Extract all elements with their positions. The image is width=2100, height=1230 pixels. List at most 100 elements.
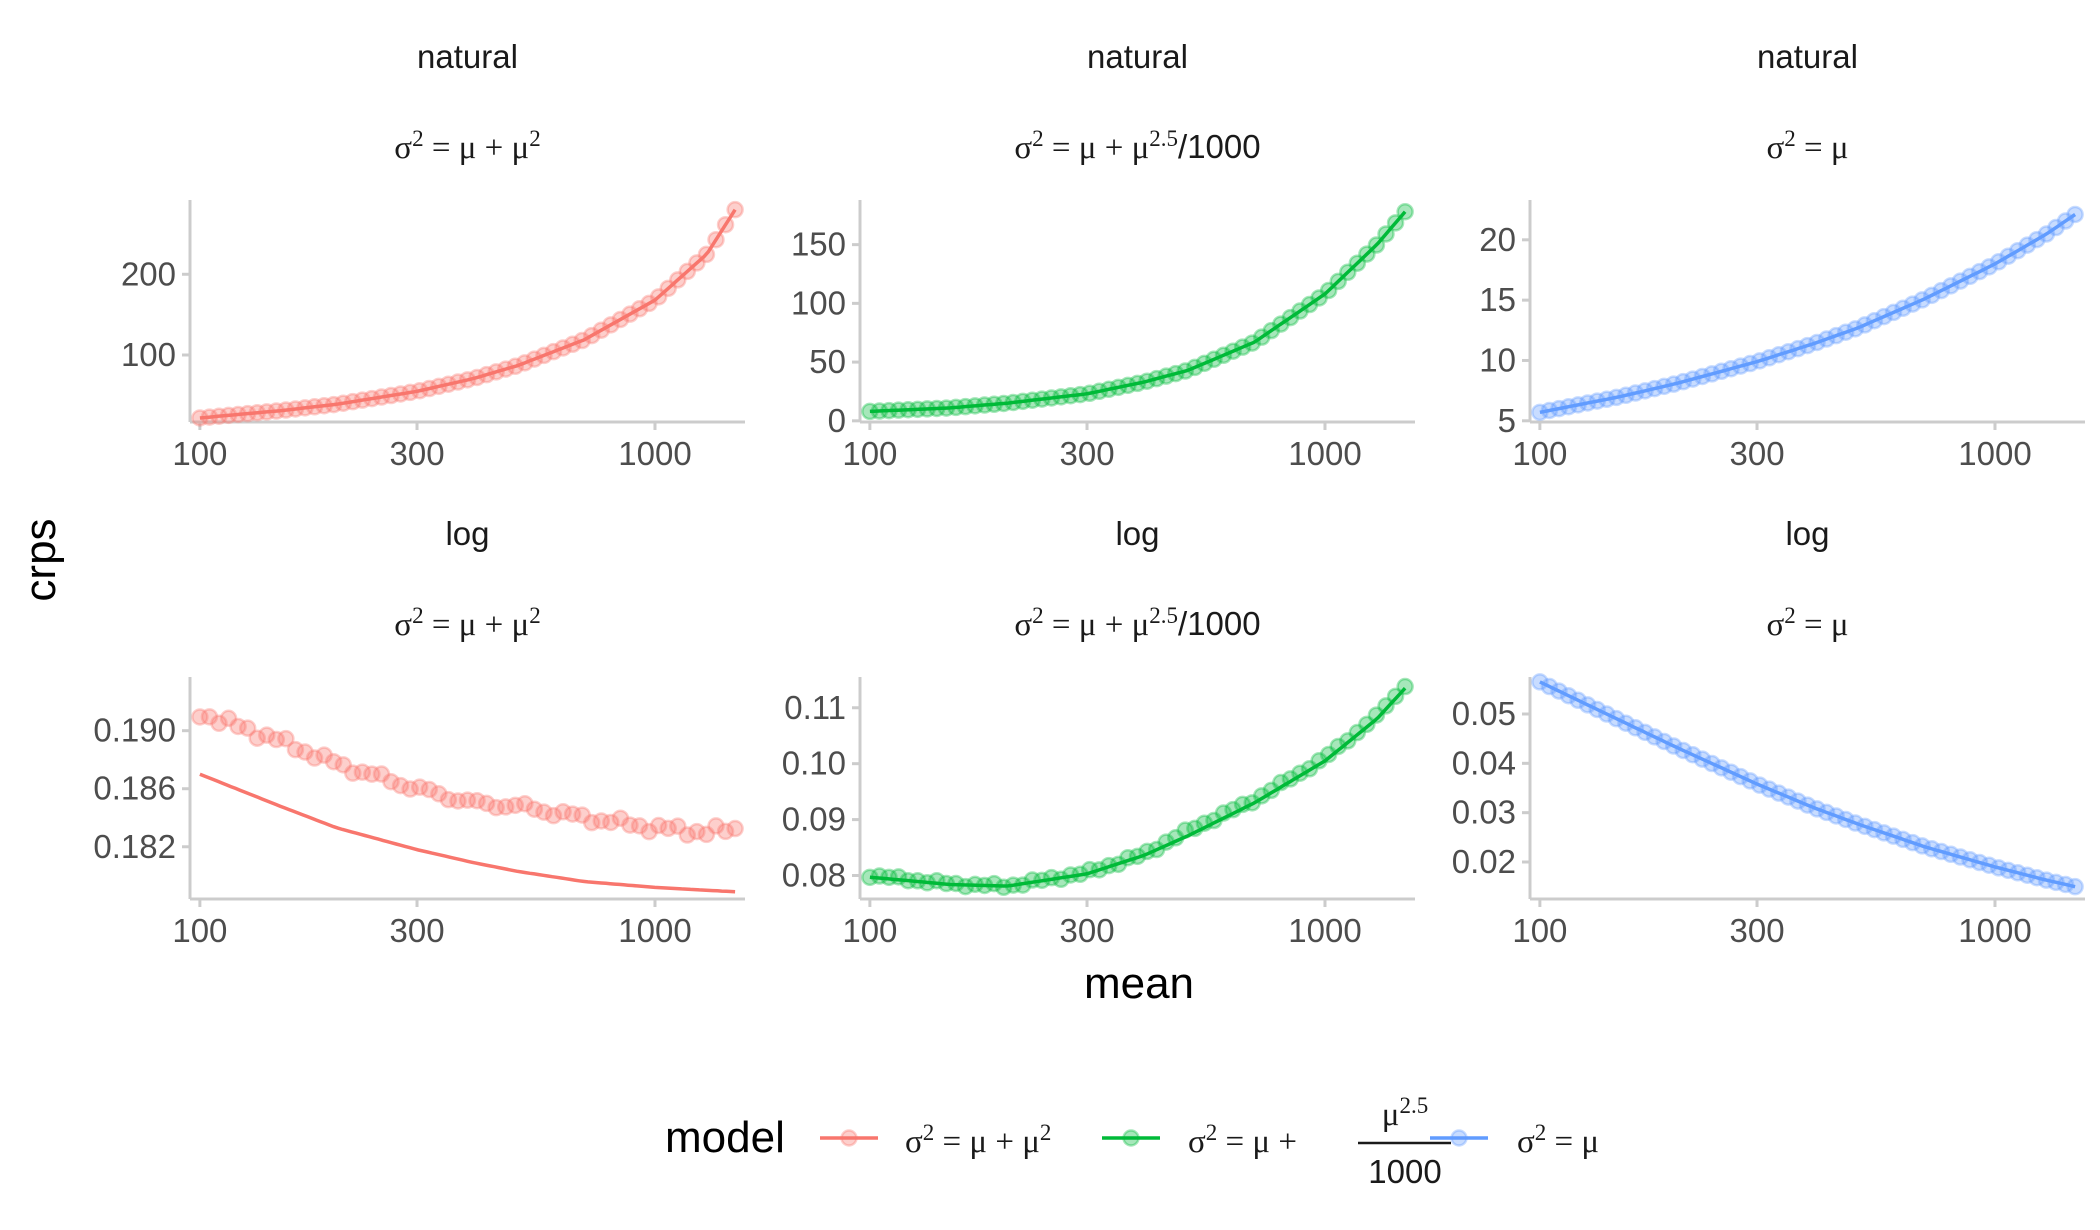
point-log-nb2-28 <box>458 791 477 809</box>
x-tick-label-log-nb2-1: 300 <box>389 912 444 949</box>
y-axis-title: crps <box>16 518 65 601</box>
point-log-nb2-17 <box>353 763 372 781</box>
point-log-nb2-8 <box>267 730 286 749</box>
point-log-nb2-38 <box>554 803 572 821</box>
panel-log-pois: log σ2​ = μ 100 300 1000 0.02 0.03 0.04 0.05 <box>1452 515 2085 949</box>
x-tick-label-log-nb25-1: 300 <box>1059 912 1114 949</box>
legend-entry-nb2: σ2​ = μ + μ2​ <box>820 1120 1051 1160</box>
y-tick-label-log-nb2-0: 0.182 <box>93 828 176 865</box>
points-log-nb25 <box>861 677 1414 897</box>
point-log-nb2-5 <box>238 719 257 737</box>
strip-label-natural-nb25: natural <box>1087 38 1188 75</box>
point-log-nb2-2 <box>210 714 228 733</box>
point-log-nb2-23 <box>410 778 429 796</box>
series-line-log-pois <box>1539 680 2076 889</box>
x-tick-label-log-nb2-2: 1000 <box>618 912 691 949</box>
legend-label-nb25: σ2​ = μ + <box>1188 1120 1297 1160</box>
y-tick-label-log-nb2-1: 0.186 <box>93 770 176 807</box>
point-log-nb2-1 <box>200 708 219 726</box>
point-log-nb2-34 <box>516 794 534 813</box>
point-log-nb2-37 <box>544 806 563 825</box>
strip-model-log-pois: σ2​ = μ <box>1766 603 1848 643</box>
y-tick-label-natural-pois-1: 10 <box>1479 341 1516 378</box>
legend-key-point-pois <box>1450 1129 1468 1147</box>
y-tick-label-log-pois-3: 0.05 <box>1452 695 1516 732</box>
strip-model-log-nb2: σ2​ = μ + μ2​ <box>394 603 540 643</box>
strip-label-natural-nb2: natural <box>417 38 518 75</box>
series-line-log-nb25 <box>869 687 1407 888</box>
series-line-natural-pois <box>1539 213 2077 415</box>
strip-label-log-pois: log <box>1785 515 1829 552</box>
point-log-nb2-52 <box>688 822 706 841</box>
point-log-nb2-24 <box>420 780 439 799</box>
point-log-nb2-48 <box>649 816 668 835</box>
point-log-nb2-41 <box>583 813 601 832</box>
panel-natural-nb25: natural σ2​ = μ + μ2.5​/1000 100 300 1000 0 50… <box>791 38 1415 472</box>
panel-natural-pois: natural σ2​ = μ 100 300 1000 5 10 15 20 <box>1479 38 2085 472</box>
strip-label-log-nb2: log <box>445 515 489 552</box>
point-log-nb2-14 <box>324 752 343 771</box>
point-log-nb2-45 <box>621 816 639 834</box>
point-log-nb2-31 <box>487 798 505 817</box>
point-log-nb2-55 <box>716 822 735 841</box>
point-log-nb2-4 <box>229 717 247 736</box>
legend-label-denominator: 1000 <box>1368 1153 1441 1190</box>
points-log-nb2 <box>191 708 744 844</box>
x-tick-label-log-nb25-2: 1000 <box>1288 912 1361 949</box>
x-tick-label-natural-nb25-2: 1000 <box>1288 435 1361 472</box>
x-tick-label-natural-nb25-1: 300 <box>1059 435 1114 472</box>
point-log-nb2-35 <box>525 800 544 818</box>
y-tick-label-natural-pois-2: 15 <box>1479 281 1516 318</box>
point-log-nb2-11 <box>296 743 314 761</box>
x-tick-label-natural-nb25-0: 100 <box>842 435 897 472</box>
point-log-nb2-20 <box>382 772 400 791</box>
x-tick-label-natural-pois-1: 300 <box>1729 435 1784 472</box>
point-log-nb2-39 <box>563 805 582 823</box>
point-log-nb2-6 <box>248 729 266 747</box>
point-log-nb2-53 <box>697 825 716 844</box>
y-tick-label-natural-nb2-0: 100 <box>121 336 176 373</box>
point-log-nb2-30 <box>477 794 496 813</box>
y-tick-label-natural-nb2-1: 200 <box>121 255 176 292</box>
legend-entry-pois: σ2​ = μ <box>1430 1120 1599 1160</box>
point-log-nb2-3 <box>219 709 238 728</box>
point-log-nb2-50 <box>669 817 687 835</box>
point-log-nb25-54 <box>1377 697 1395 715</box>
panel-natural-nb2: natural σ2​ = μ + μ2​ 100 300 1000 100 200 <box>121 38 745 472</box>
legend-label-numerator: μ2.5​ <box>1382 1093 1428 1133</box>
point-log-nb2-47 <box>640 822 658 841</box>
legend-entry-nb25: σ2​ = μ + μ2.5​ 1000 <box>1102 1093 1451 1190</box>
y-tick-label-natural-nb25-1: 50 <box>809 343 846 380</box>
point-log-nb2-29 <box>468 791 486 810</box>
y-tick-label-log-pois-0: 0.02 <box>1452 843 1516 880</box>
series-line-natural-nb25 <box>869 210 1407 414</box>
point-log-nb2-54 <box>707 817 725 835</box>
y-tick-label-natural-nb25-3: 150 <box>791 226 846 263</box>
x-tick-label-log-nb25-0: 100 <box>842 912 897 949</box>
point-log-nb2-18 <box>363 765 381 783</box>
panel-log-nb2: log σ2​ = μ + μ2​ 100 300 1000 0.182 0.186 0.19… <box>93 515 745 949</box>
series-line-natural-nb2 <box>199 208 737 420</box>
point-log-nb25-49 <box>1329 737 1347 756</box>
points-natural-nb2 <box>191 200 744 427</box>
point-log-nb2-16 <box>344 764 362 782</box>
point-log-nb25-53 <box>1367 706 1386 724</box>
x-tick-label-log-pois-1: 300 <box>1729 912 1784 949</box>
y-tick-label-log-nb25-1: 0.09 <box>782 801 846 838</box>
point-log-nb2-44 <box>611 809 630 827</box>
y-tick-label-natural-pois-0: 5 <box>1498 402 1516 439</box>
x-tick-label-log-nb2-0: 100 <box>172 912 227 949</box>
strip-model-natural-nb2: σ2​ = μ + μ2​ <box>394 126 540 166</box>
point-log-nb2-25 <box>430 785 448 803</box>
point-log-nb2-10 <box>286 740 305 759</box>
point-log-nb2-40 <box>573 806 591 824</box>
y-tick-label-log-pois-2: 0.04 <box>1452 744 1516 781</box>
panels-layer: natural σ2​ = μ + μ2​ 100 300 1000 100 200 natu… <box>93 38 2085 949</box>
y-tick-label-log-nb2-2: 0.190 <box>93 712 176 749</box>
y-tick-label-log-pois-1: 0.03 <box>1452 794 1516 831</box>
strip-label-natural-pois: natural <box>1757 38 1858 75</box>
x-tick-label-natural-pois-2: 1000 <box>1958 435 2031 472</box>
strip-label-log-nb25: log <box>1115 515 1159 552</box>
point-log-nb2-12 <box>305 749 324 767</box>
